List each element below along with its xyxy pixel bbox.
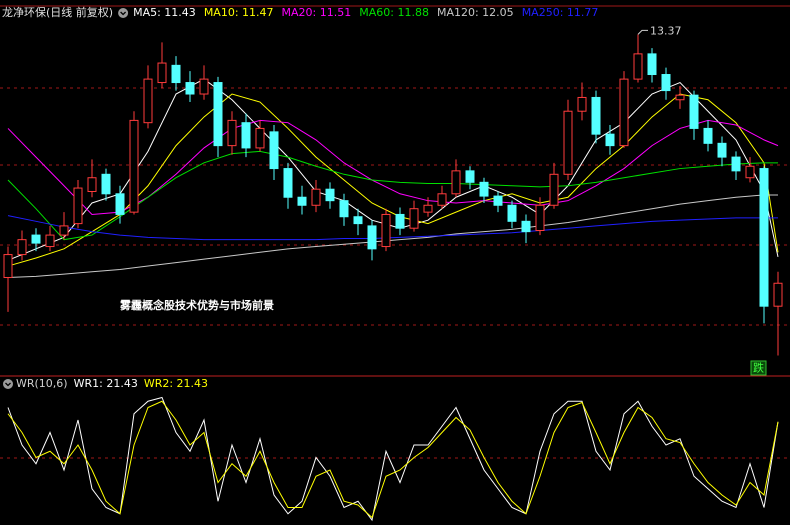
candle-body: [465, 170, 475, 183]
candle-body: [17, 239, 27, 256]
settings-icon[interactable]: [118, 8, 129, 18]
candle-body: [297, 196, 307, 206]
candle-body: [227, 119, 237, 147]
candle-body: [731, 156, 741, 172]
legend-entry: MA5: 11.43: [133, 6, 196, 19]
candle-body: [367, 225, 377, 250]
candle-body: [73, 187, 83, 225]
candle-body: [423, 204, 433, 213]
candle-body: [353, 216, 363, 225]
candle-body: [143, 78, 153, 124]
candle-body: [577, 96, 587, 112]
candle-body: [507, 204, 517, 222]
candle-body: [269, 131, 279, 170]
candle-body: [115, 193, 125, 215]
indicator-line: [7, 400, 779, 519]
plot-area: [3, 34, 783, 522]
indicator-line: [7, 396, 779, 522]
overlay-title: 雾霾概念股技术优势与市场前景: [119, 298, 274, 312]
candle-body: [325, 188, 335, 202]
candle-body: [717, 142, 727, 158]
max-pointer: [637, 29, 648, 35]
candle-body: [675, 94, 685, 101]
candle-body: [395, 213, 405, 229]
signal-box: [750, 360, 767, 376]
candle-body: [381, 213, 391, 248]
candle-body: [31, 234, 41, 244]
candle-body: [605, 133, 615, 147]
candle-body: [185, 82, 195, 95]
signal-label: 跌: [753, 361, 764, 375]
candle-body: [101, 173, 111, 195]
candle-body: [633, 53, 643, 80]
candle-body: [591, 96, 601, 135]
stock-title: 龙净环保(日线 前复权): [2, 5, 113, 19]
legend-entry: MA10: 11.47: [204, 6, 274, 19]
candle-body: [647, 53, 657, 76]
candle-body: [87, 177, 97, 193]
candle-body: [493, 195, 503, 206]
candle-body: [283, 168, 293, 198]
candle-body: [451, 170, 461, 195]
candle-body: [45, 234, 55, 248]
moving-average-line: [7, 194, 778, 279]
max-price-label: 13.37: [650, 24, 682, 37]
candle-body: [773, 282, 783, 307]
candle-body: [437, 193, 447, 206]
candle-body: [199, 78, 209, 95]
candle-body: [745, 165, 755, 179]
candle-body: [563, 110, 573, 175]
candle-body: [213, 82, 223, 147]
moving-average-line: [7, 150, 778, 241]
candle-body: [521, 220, 531, 233]
candle-body: [255, 127, 265, 149]
candle-body: [619, 78, 629, 147]
candle-body: [129, 119, 139, 213]
candle-body: [549, 173, 559, 206]
legend-entry: MA60: 11.88: [359, 6, 429, 19]
moving-average-line: [7, 119, 779, 215]
moving-average-line: [7, 215, 778, 241]
moving-average-line: [7, 78, 779, 261]
candle-body: [759, 168, 769, 307]
legend-entry: WR2: 21.43: [144, 377, 208, 390]
legend-entry: WR1: 21.43: [74, 377, 138, 390]
candle-body: [171, 64, 181, 84]
candle-body: [3, 254, 13, 279]
legend-entry: MA120: 12.05: [437, 6, 514, 19]
candle-body: [703, 127, 713, 144]
legend-entry: MA250: 11.77: [522, 6, 599, 19]
candle-body: [661, 74, 671, 92]
candle-body: [157, 62, 167, 84]
candle-body: [535, 204, 545, 231]
indicator-title: WR(10,6): [16, 377, 68, 390]
candle-body: [311, 188, 321, 206]
settings-icon[interactable]: [3, 379, 13, 389]
candle-body: [59, 225, 69, 236]
candle-body: [339, 200, 349, 218]
candle-body: [241, 122, 251, 149]
candle-body: [409, 208, 419, 229]
legend-entry: MA20: 11.51: [282, 6, 352, 19]
candle-body: [479, 181, 489, 197]
candle-body: [689, 94, 699, 129]
